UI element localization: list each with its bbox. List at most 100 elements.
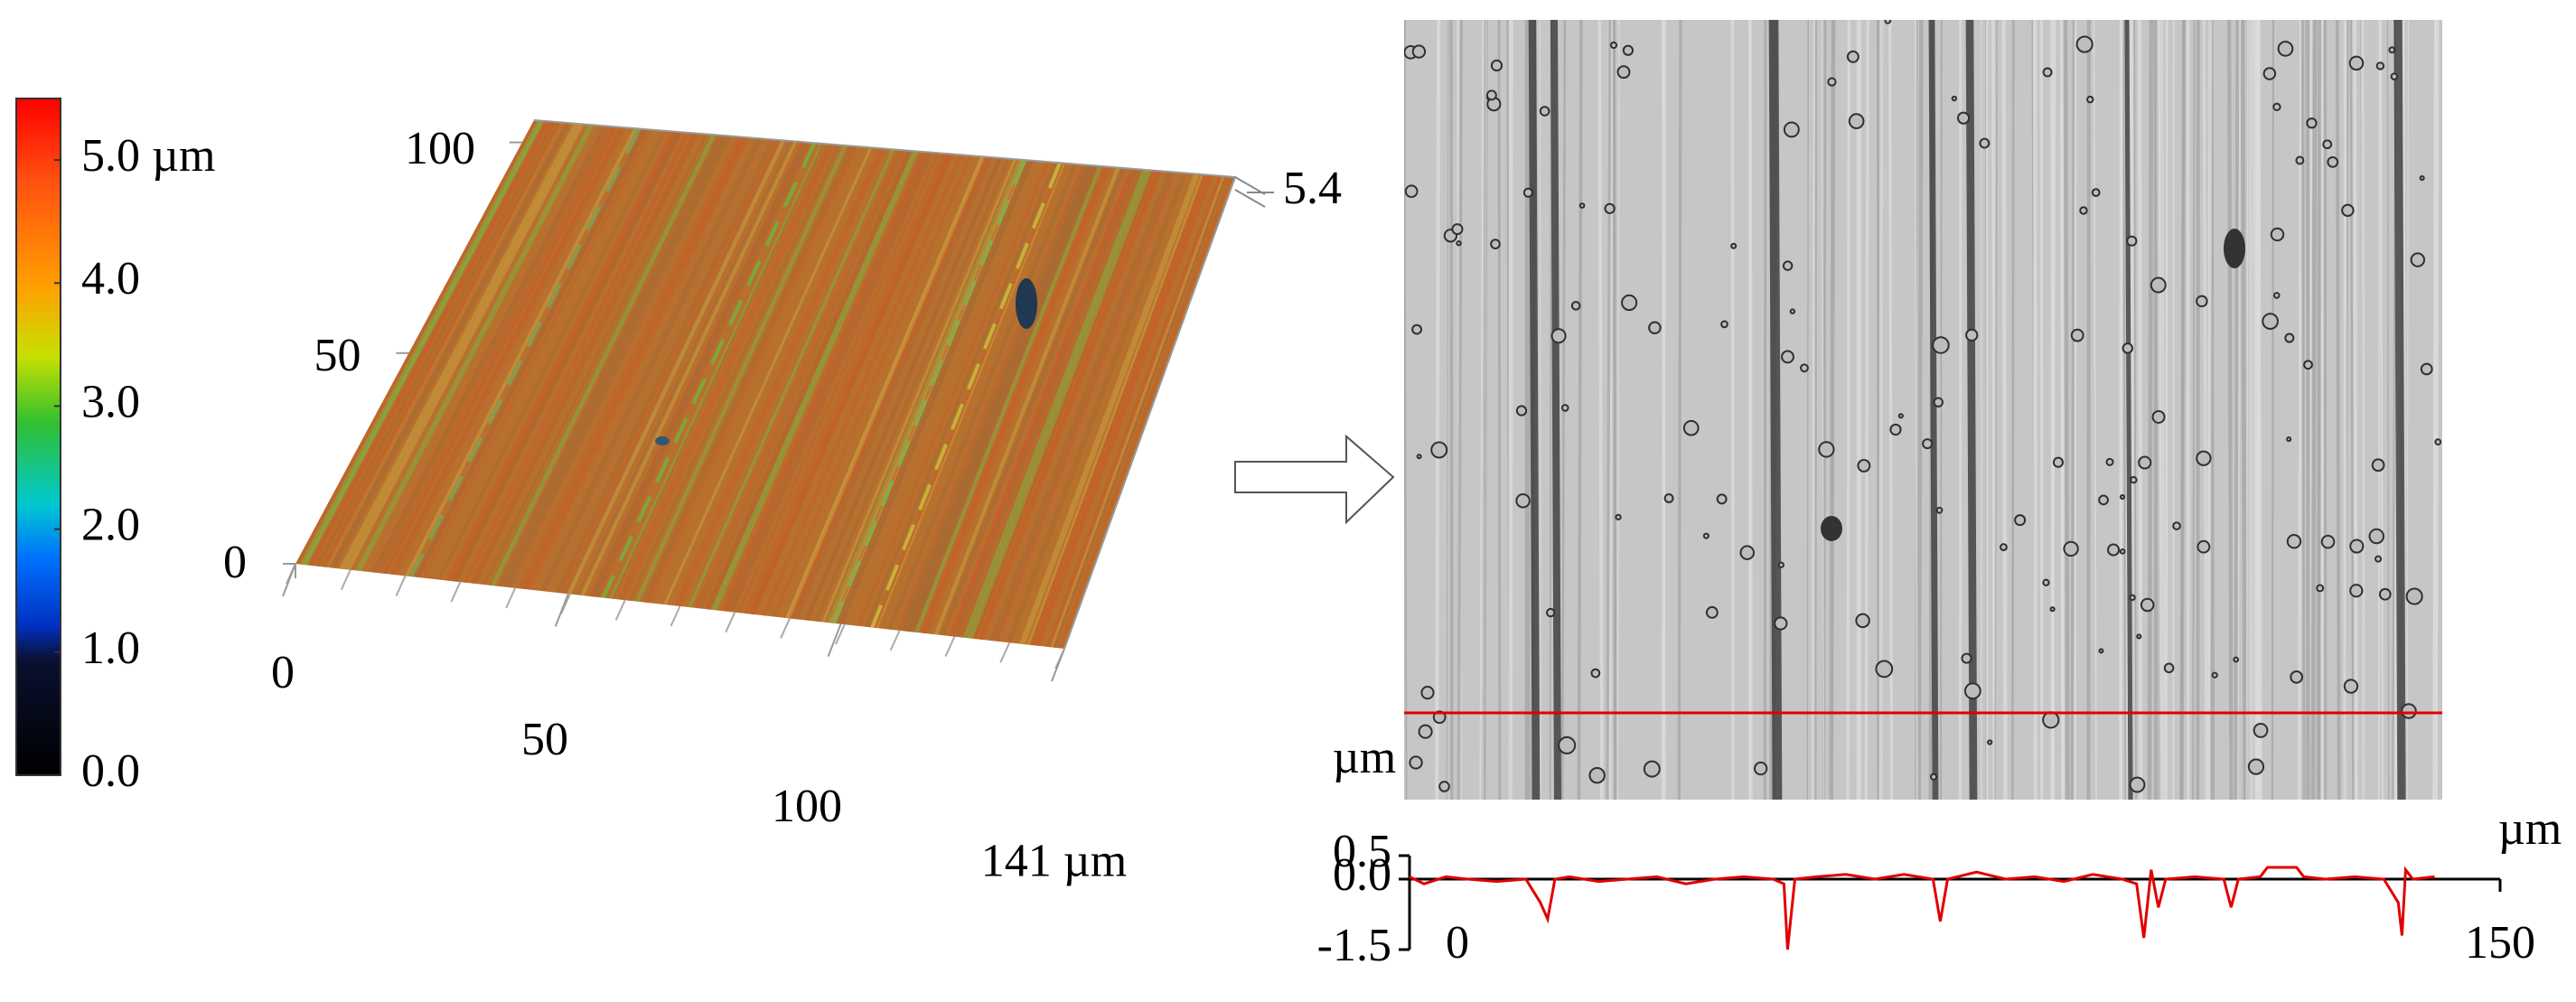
micro-pit [1431,442,1447,457]
micro-pit [1541,107,1550,116]
colorbar-label: 4.0 [81,253,140,304]
micro-streak [1993,20,1994,800]
micro-pit [1524,189,1532,197]
micro-pit [1721,321,1728,327]
minor-tick [397,576,406,595]
micro-pit [1966,330,1977,341]
micro-pit [2054,458,2063,467]
micro-pit [1819,442,1833,456]
micro-pit [2296,157,2303,164]
micro-pit [2389,47,2394,52]
micro-scratch [1932,20,1935,800]
micro-pit [1718,494,1727,503]
micro-pit [2108,545,2119,556]
micro-pit [2123,343,2132,352]
micro-pit [2197,452,2210,465]
micro-pit [2051,607,2055,611]
micro-pit [2328,157,2337,167]
micro-streak [1765,20,1766,800]
micro-streak [1437,20,1438,800]
micro-pit [1856,614,1869,627]
minor-tick [451,582,460,602]
micro-pit [2412,253,2424,266]
micro-pit [2197,541,2209,553]
micro-streak [2363,20,2364,800]
micro-pit [1858,460,1869,472]
micro-pit [1589,768,1604,782]
micro-streak [1866,20,1868,800]
micro-streak [2337,20,2339,800]
micro-pit [1937,508,1943,513]
micro-streak [1881,20,1882,800]
micro-pit [1421,687,1433,698]
micro-streak [2229,20,2231,800]
micro-pit [1885,18,1890,23]
micro-pit [1562,405,1569,411]
micro-scratch [2398,20,2402,800]
micro-pit [2080,207,2086,213]
tick-mark [829,624,841,657]
micrograph [1403,18,2442,800]
micro-streak [2379,20,2380,800]
micro-pit [2249,760,2263,774]
micro-pit [2077,36,2093,52]
surface-plot [295,120,1265,649]
micro-pit [2350,585,2362,596]
x-tick-label: 100 [772,781,842,832]
micro-pit [1649,322,1661,333]
micro-pit [1848,52,1859,62]
micro-pit [1605,204,1614,213]
micro-pit [2139,456,2150,468]
micro-scratch [1532,20,1536,800]
x-tick-label: 141 µm [981,836,1127,887]
micro-streak [2166,20,2167,800]
x-tick-label: 50 [521,714,568,765]
micro-pit [2044,69,2052,77]
colorbar-label: 5.0 µm [81,130,215,182]
micro-pit [2137,634,2140,638]
micro-pit [1965,683,1981,698]
micro-streak [2272,20,2273,800]
micro-pit [1491,239,1500,248]
micro-streak [1550,20,1551,800]
minor-tick [616,600,625,620]
micro-pit [2322,536,2335,548]
y-tick-label: 0 [223,537,247,588]
micro-pit [1618,66,1630,78]
micro-pit [1962,654,1971,663]
micro-pit [2087,97,2093,102]
micro-pit [2342,205,2353,216]
minor-tick [342,570,351,590]
micro-streak [2235,20,2237,800]
micro-scratch [1554,20,1558,800]
micro-pit [1439,782,1449,791]
micro-pit [1740,546,1754,559]
minor-tick [945,637,954,657]
micro-streak [1614,20,1615,800]
micro-pit [2380,589,2391,600]
micro-pit [2323,140,2331,148]
micro-streak [2313,20,2315,800]
micro-streak [1451,20,1452,800]
micro-streak [1732,20,1733,800]
micro-pit [2350,539,2363,552]
micro-pit [2285,334,2293,342]
micro-pit [1572,302,1580,310]
micro-pit [2064,542,2077,556]
micro-pit [1923,439,1932,448]
micro-pit [2377,62,2384,69]
micro-streak [2321,20,2323,800]
micro-pit [1731,244,1736,248]
micro-pit [1784,261,1792,269]
micro-streak [2065,20,2068,800]
micro-pit [2099,649,2103,652]
micro-pit [2213,673,2217,678]
micro-pit [2254,724,2268,737]
y-axis-label: µm [1333,732,1396,783]
micro-pit [2197,296,2207,307]
minor-tick [726,613,735,632]
micro-pit [2288,535,2300,548]
micro-streak [1510,20,1511,800]
micro-pit [2350,57,2364,70]
